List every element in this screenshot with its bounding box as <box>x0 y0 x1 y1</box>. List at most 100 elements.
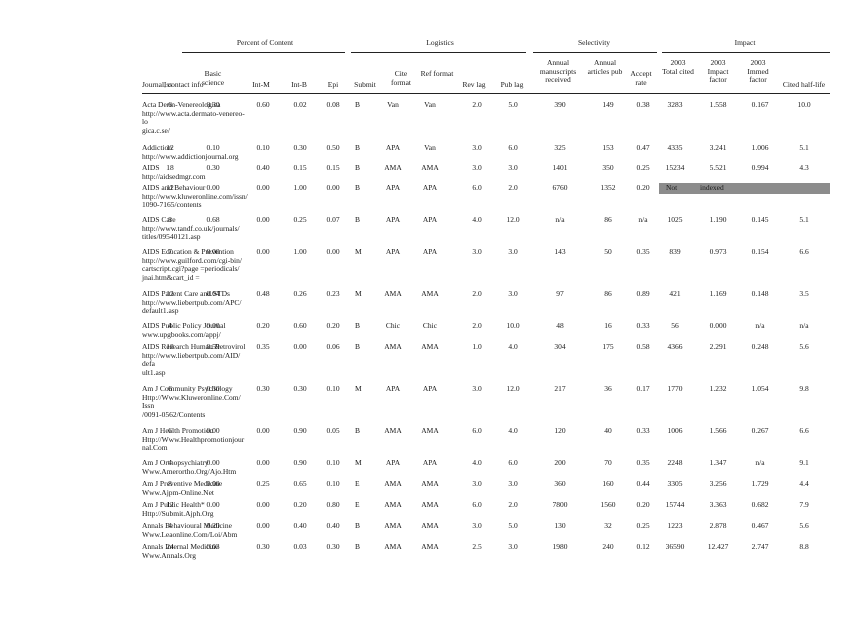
cell-articles: 40 <box>604 426 612 435</box>
cell-iss: 18 <box>166 342 174 351</box>
cell-ref: APA <box>422 384 438 393</box>
cell-iss: 12 <box>166 183 174 192</box>
cell-total: 56 <box>671 321 679 330</box>
cell-articles: 50 <box>604 247 612 256</box>
cell-intb: 0.26 <box>293 289 307 298</box>
cell-accept: 0.38 <box>636 100 650 109</box>
cell-iss: 18 <box>166 163 174 172</box>
cell-accept: 0.35 <box>636 247 650 256</box>
cell-half: 4.4 <box>799 479 809 488</box>
cell-cite: AMA <box>384 500 402 509</box>
cell-articles: 1352 <box>600 183 616 192</box>
cell-revlag: 6.0 <box>472 183 482 192</box>
cell-ref: Van <box>424 100 436 109</box>
cell-revlag: 2.0 <box>472 321 482 330</box>
cell-iss: 8 <box>168 479 172 488</box>
cell-immed: 0.994 <box>751 163 769 172</box>
journal-contact: Http://Submit.Ajph.Org <box>142 508 214 518</box>
cell-submit: B <box>355 521 361 530</box>
cell-intm: 0.30 <box>256 384 270 393</box>
cell-total: 4366 <box>667 342 683 351</box>
cell-revlag: 4.0 <box>472 458 482 467</box>
cell-epi: 0.23 <box>326 289 340 298</box>
cell-intb: 0.90 <box>293 426 307 435</box>
cell-half: n/a <box>799 321 809 330</box>
cell-accept: 0.25 <box>636 521 650 530</box>
cell-revlag: 6.0 <box>472 426 482 435</box>
journal-contact: default1.asp <box>142 306 179 316</box>
cell-intb: 0.30 <box>293 384 307 393</box>
cell-half: 10.0 <box>797 100 811 109</box>
cell-immed: 0.467 <box>751 521 769 530</box>
cell-impact: 5.521 <box>709 163 727 172</box>
cell-immed: 1.729 <box>751 479 769 488</box>
cell-total: 36590 <box>665 542 685 551</box>
cell-intm: 0.60 <box>256 100 270 109</box>
journal-name: AIDS <box>142 163 160 172</box>
cell-publag: 5.0 <box>508 521 518 530</box>
cell-cite: AMA <box>384 163 402 172</box>
cell-intb: 0.90 <box>293 458 307 467</box>
cell-accept: 0.58 <box>636 342 650 351</box>
journal-name: AIDS and Behaviour <box>142 183 206 192</box>
cell-accept: 0.89 <box>636 289 650 298</box>
cell-publag: 6.0 <box>508 143 518 152</box>
cell-ref: APA <box>422 458 438 467</box>
header-annual-manuscripts: Annual manuscripts received <box>539 58 577 85</box>
cell-iss: 12 <box>166 143 174 152</box>
header-total-cited: 2003 Total cited <box>662 58 694 76</box>
cell-epi: 0.15 <box>326 163 340 172</box>
cell-impact: 2.878 <box>709 521 727 530</box>
cell-annual_ms: 360 <box>554 479 566 488</box>
cell-epi: 0.10 <box>326 384 340 393</box>
journal-contact: defa <box>142 359 155 369</box>
header-accept-rate: Accept rate <box>630 69 652 87</box>
cell-publag: 6.0 <box>508 458 518 467</box>
cell-accept: 0.44 <box>636 479 650 488</box>
cell-total: 1770 <box>667 384 683 393</box>
cell-immed: 2.747 <box>751 542 769 551</box>
cell-iss: 8 <box>168 215 172 224</box>
cell-impact: 1.566 <box>709 426 727 435</box>
header-cite-format: Cite format <box>391 69 411 87</box>
cell-half: 4.3 <box>799 163 809 172</box>
cell-revlag: 3.0 <box>472 479 482 488</box>
journal-contact: www.upgbooks.com/appj/ <box>142 329 221 339</box>
cell-immed: n/a <box>755 458 765 467</box>
cell-cite: Van <box>387 100 399 109</box>
journal-contact: gica.c.se/ <box>142 125 170 135</box>
cell-epi: 0.07 <box>326 215 340 224</box>
cell-basic: 0.68 <box>206 215 220 224</box>
cell-cite: APA <box>385 384 401 393</box>
cell-half: 6.6 <box>799 247 809 256</box>
cell-intm: 0.48 <box>256 289 270 298</box>
journal-name: Am J Public Health* <box>142 500 205 509</box>
cell-accept: 0.20 <box>636 500 650 509</box>
cell-revlag: 3.0 <box>472 384 482 393</box>
journal-contact: /0091-0562/Contents <box>142 409 206 419</box>
cell-basic: 0.00 <box>206 183 220 192</box>
cell-half: 9.1 <box>799 458 809 467</box>
cell-ref: Chic <box>422 321 438 330</box>
journal-contact: Www.Amerortho.Org/Ajo.Htm <box>142 466 237 476</box>
cell-total: 1223 <box>667 521 683 530</box>
cell-revlag: 3.0 <box>472 163 482 172</box>
cell-revlag: 2.5 <box>472 542 482 551</box>
group-header-impact: Impact <box>734 38 756 47</box>
cell-articles: 350 <box>602 163 614 172</box>
header-rule <box>142 93 830 94</box>
cell-intm: 0.00 <box>256 500 270 509</box>
cell-basic: 0.59 <box>206 342 220 351</box>
journal-contact: Www.Ajpm-Online.Net <box>142 487 214 497</box>
journal-contact: jnai.htm&cart_id = <box>142 272 200 282</box>
cell-iss: 4 <box>168 458 172 467</box>
cell-impact: 0.973 <box>709 247 727 256</box>
cell-annual_ms: n/a <box>555 215 565 224</box>
cell-immed: n/a <box>755 321 765 330</box>
cell-publag: 2.0 <box>508 500 518 509</box>
cell-articles: 160 <box>602 479 614 488</box>
cell-accept: 0.33 <box>636 321 650 330</box>
cell-intm: 0.20 <box>256 321 270 330</box>
cell-iss: 6 <box>168 100 172 109</box>
cell-submit: E <box>355 500 360 509</box>
